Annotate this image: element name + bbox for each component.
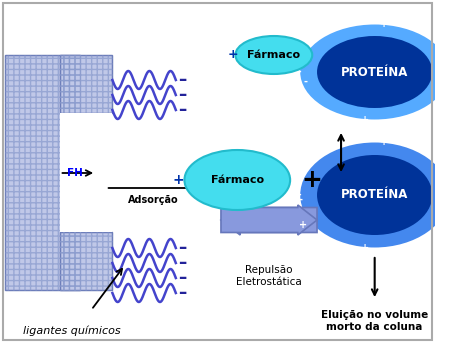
Bar: [59, 232, 112, 290]
Text: Adsorção: Adsorção: [128, 195, 179, 205]
Text: ligantes químicos: ligantes químicos: [23, 325, 121, 335]
Bar: [59, 232, 112, 290]
Text: -: -: [401, 243, 405, 253]
Text: PROTEÍNA: PROTEÍNA: [341, 66, 408, 79]
Text: Eluição no volume
morto da coluna: Eluição no volume morto da coluna: [321, 310, 428, 332]
Text: +: +: [302, 168, 323, 192]
Text: –: –: [178, 86, 187, 104]
Text: -: -: [304, 77, 308, 87]
Bar: [59, 55, 112, 113]
Text: +: +: [447, 67, 453, 77]
Text: +: +: [361, 243, 369, 253]
Text: –: –: [178, 101, 187, 119]
Ellipse shape: [300, 24, 449, 119]
Text: +: +: [447, 190, 453, 200]
Bar: [5, 55, 80, 290]
Text: FH: FH: [67, 168, 83, 178]
Text: -: -: [421, 26, 425, 36]
Text: Fármaco: Fármaco: [211, 175, 264, 185]
Text: +: +: [173, 173, 184, 187]
Text: -: -: [400, 115, 404, 125]
Text: –: –: [178, 71, 187, 89]
Ellipse shape: [317, 155, 432, 235]
Text: -: -: [344, 20, 348, 30]
Text: -: -: [447, 200, 451, 210]
Ellipse shape: [300, 142, 449, 248]
Text: -: -: [344, 138, 348, 148]
Bar: [59, 113, 112, 232]
FancyArrow shape: [221, 205, 317, 235]
Text: +: +: [293, 190, 303, 200]
Text: –: –: [178, 254, 187, 272]
Text: -: -: [325, 240, 328, 250]
Ellipse shape: [317, 36, 432, 108]
Text: -: -: [305, 49, 309, 59]
Text: -: -: [442, 75, 446, 85]
Text: +: +: [444, 170, 453, 180]
Text: +: +: [293, 67, 303, 77]
Text: Fármaco: Fármaco: [247, 50, 300, 60]
Text: +: +: [380, 19, 388, 29]
Text: –: –: [178, 284, 187, 302]
Text: +: +: [305, 97, 313, 107]
Text: PROTEÍNA: PROTEÍNA: [341, 189, 408, 201]
Text: +: +: [438, 47, 446, 57]
FancyArrow shape: [221, 205, 317, 235]
Text: -: -: [301, 165, 304, 175]
Text: -: -: [327, 113, 331, 123]
Text: -: -: [430, 230, 434, 240]
Bar: [5, 55, 80, 290]
Text: –: –: [178, 239, 187, 257]
Text: +: +: [299, 220, 307, 230]
Text: -: -: [428, 102, 431, 112]
Text: +: +: [380, 137, 388, 147]
Text: Repulsão
Eletrostática: Repulsão Eletrostática: [236, 265, 302, 287]
Text: -: -: [421, 144, 425, 154]
Text: –: –: [178, 269, 187, 287]
Bar: [59, 55, 112, 113]
Text: +: +: [227, 48, 238, 61]
Text: +: +: [361, 115, 369, 125]
Ellipse shape: [236, 36, 312, 74]
Text: -: -: [299, 195, 303, 205]
Ellipse shape: [184, 150, 290, 210]
